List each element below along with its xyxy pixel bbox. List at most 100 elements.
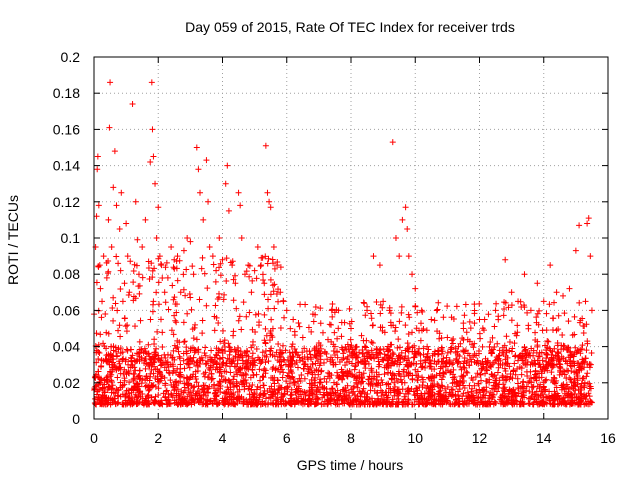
data-point	[314, 358, 321, 365]
data-point	[361, 353, 368, 360]
data-point	[381, 371, 388, 378]
data-point	[260, 373, 267, 380]
data-point	[279, 394, 286, 401]
data-point	[120, 370, 127, 377]
data-point	[176, 353, 183, 360]
data-point	[376, 262, 383, 269]
data-point	[584, 380, 591, 387]
data-point	[134, 374, 141, 381]
data-point	[110, 184, 117, 191]
data-point	[367, 354, 374, 361]
data-point	[341, 393, 348, 399]
data-point	[203, 302, 210, 309]
data-point	[129, 400, 136, 407]
data-point	[201, 373, 208, 380]
data-point	[180, 319, 187, 326]
data-point	[377, 310, 384, 317]
data-point	[126, 289, 133, 296]
data-point	[500, 385, 507, 392]
data-point	[326, 370, 333, 377]
data-point	[506, 338, 513, 345]
data-point	[476, 300, 483, 307]
data-point	[295, 387, 302, 394]
data-point	[112, 300, 119, 307]
data-point	[139, 376, 146, 383]
data-point	[261, 280, 268, 287]
data-point	[280, 369, 287, 376]
data-point	[484, 367, 491, 374]
data-point	[529, 389, 536, 396]
data-point	[574, 375, 581, 382]
data-point	[233, 378, 240, 385]
data-point	[215, 319, 222, 326]
data-point	[559, 332, 566, 339]
x-tick-label: 16	[600, 430, 616, 446]
data-point	[268, 383, 275, 390]
data-point	[134, 401, 141, 408]
data-point	[588, 307, 595, 314]
data-point	[155, 279, 162, 286]
data-point	[181, 387, 188, 394]
data-point	[148, 79, 155, 86]
data-point	[578, 387, 585, 394]
data-point	[431, 373, 438, 380]
data-point	[540, 383, 547, 390]
data-point	[364, 307, 371, 314]
data-point	[261, 291, 268, 298]
data-point	[468, 358, 475, 365]
data-point	[409, 271, 416, 278]
data-point	[394, 344, 401, 351]
data-point	[236, 313, 243, 320]
data-point	[531, 360, 538, 367]
data-point	[230, 355, 237, 362]
data-point	[562, 401, 569, 408]
data-point	[328, 321, 335, 328]
data-point	[420, 376, 427, 383]
data-point	[431, 348, 438, 355]
data-point	[348, 342, 355, 349]
data-point	[120, 401, 127, 408]
data-point	[137, 393, 144, 400]
data-point	[327, 358, 334, 365]
data-point	[474, 395, 481, 402]
data-point	[184, 310, 191, 317]
data-point	[426, 393, 433, 400]
data-point	[174, 253, 181, 260]
data-point	[446, 360, 453, 367]
data-point	[105, 383, 112, 390]
data-point	[308, 328, 315, 335]
data-point	[558, 346, 565, 353]
data-point	[130, 384, 137, 391]
data-point	[105, 351, 112, 358]
data-point	[274, 262, 281, 269]
data-point	[214, 295, 221, 302]
data-point	[299, 358, 306, 365]
data-point	[240, 299, 247, 306]
data-point	[419, 384, 426, 391]
data-point	[324, 401, 331, 408]
data-point	[238, 326, 245, 333]
data-point	[240, 396, 247, 403]
data-point	[309, 360, 316, 367]
data-point	[554, 396, 561, 403]
data-point	[587, 361, 594, 368]
data-point	[539, 357, 546, 364]
data-point	[540, 394, 547, 401]
data-point	[261, 311, 268, 318]
data-point	[157, 316, 164, 323]
data-point	[230, 297, 237, 304]
data-point	[173, 392, 180, 399]
data-point	[329, 313, 336, 320]
data-point	[583, 373, 590, 380]
data-point	[201, 270, 208, 277]
data-point	[267, 328, 274, 335]
data-point	[191, 347, 198, 354]
data-point	[248, 344, 255, 351]
data-point	[427, 360, 434, 367]
data-point	[221, 337, 228, 344]
data-point	[260, 390, 267, 397]
data-point	[222, 390, 229, 397]
data-point	[136, 290, 143, 297]
data-point	[346, 305, 353, 312]
data-point	[316, 379, 323, 386]
